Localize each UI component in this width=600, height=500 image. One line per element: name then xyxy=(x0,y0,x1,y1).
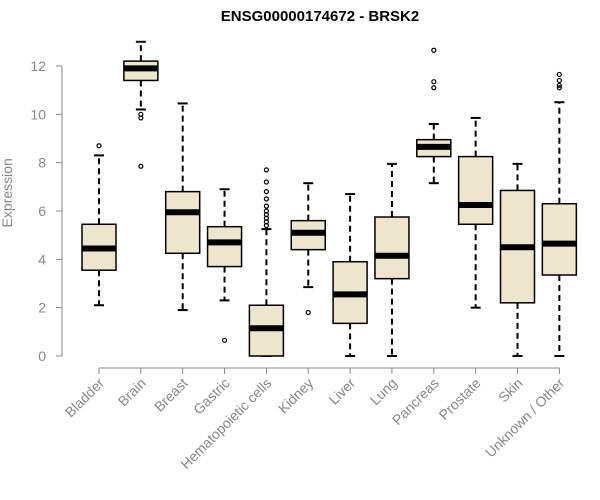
outlier-point xyxy=(431,79,437,85)
y-tick-label: 2 xyxy=(38,300,46,316)
x-tick-label: Pancreas xyxy=(389,375,442,428)
x-tick-label: Bladder xyxy=(62,375,108,421)
outlier-point xyxy=(556,85,562,91)
outlier-point xyxy=(431,85,437,91)
x-tick-label: Prostate xyxy=(436,375,484,423)
outlier-point xyxy=(221,337,228,343)
y-tick-label: 0 xyxy=(38,348,46,364)
outlier-point xyxy=(96,143,102,149)
x-tick-label: Liver xyxy=(325,375,358,408)
y-tick-label: 12 xyxy=(30,58,46,74)
x-tick-label: Skin xyxy=(495,375,526,406)
outlier-point xyxy=(556,71,562,78)
y-tick-label: 8 xyxy=(38,155,46,171)
outlier-point xyxy=(556,77,562,84)
y-tick-label: 10 xyxy=(30,106,46,122)
y-tick-label: 6 xyxy=(38,203,46,219)
box xyxy=(541,202,578,276)
outlier-point xyxy=(138,163,144,169)
chart-title: ENSG00000174672 - BRSK2 xyxy=(220,8,420,25)
outlier-point xyxy=(263,208,269,214)
outlier-point xyxy=(263,179,269,185)
outlier-point xyxy=(263,189,269,195)
outlier-point xyxy=(556,82,562,88)
x-tick-label: Breast xyxy=(151,375,191,415)
outlier-point xyxy=(263,167,269,173)
outlier-point xyxy=(431,47,437,53)
outlier-point xyxy=(263,203,269,209)
x-tick-label: Lung xyxy=(367,375,400,408)
x-tick-label: Kidney xyxy=(275,375,317,417)
y-axis-title: Expression xyxy=(0,158,15,227)
outlier-point xyxy=(263,196,269,202)
box xyxy=(457,155,494,226)
x-tick-label: Unknown / Other xyxy=(482,375,568,461)
outlier-point xyxy=(305,309,311,316)
box xyxy=(374,216,410,280)
y-tick-label: 4 xyxy=(38,251,46,267)
box xyxy=(164,190,201,255)
x-tick-label: Brain xyxy=(115,375,149,409)
box xyxy=(206,225,243,268)
outlier-point xyxy=(138,115,144,121)
